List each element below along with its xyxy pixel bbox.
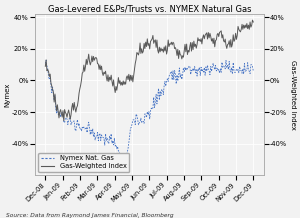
Text: Source: Data from Raymond James Financial, Bloomberg: Source: Data from Raymond James Financia… — [6, 213, 174, 218]
Y-axis label: Nymex: Nymex — [4, 82, 10, 107]
Legend: Nymex Nat. Gas, Gas-Weighted Index: Nymex Nat. Gas, Gas-Weighted Index — [38, 153, 129, 172]
Title: Gas-Levered E&Ps/Trusts vs. NYMEX Natural Gas: Gas-Levered E&Ps/Trusts vs. NYMEX Natura… — [48, 4, 251, 13]
Y-axis label: Gas-Weighted Index: Gas-Weighted Index — [290, 60, 296, 129]
